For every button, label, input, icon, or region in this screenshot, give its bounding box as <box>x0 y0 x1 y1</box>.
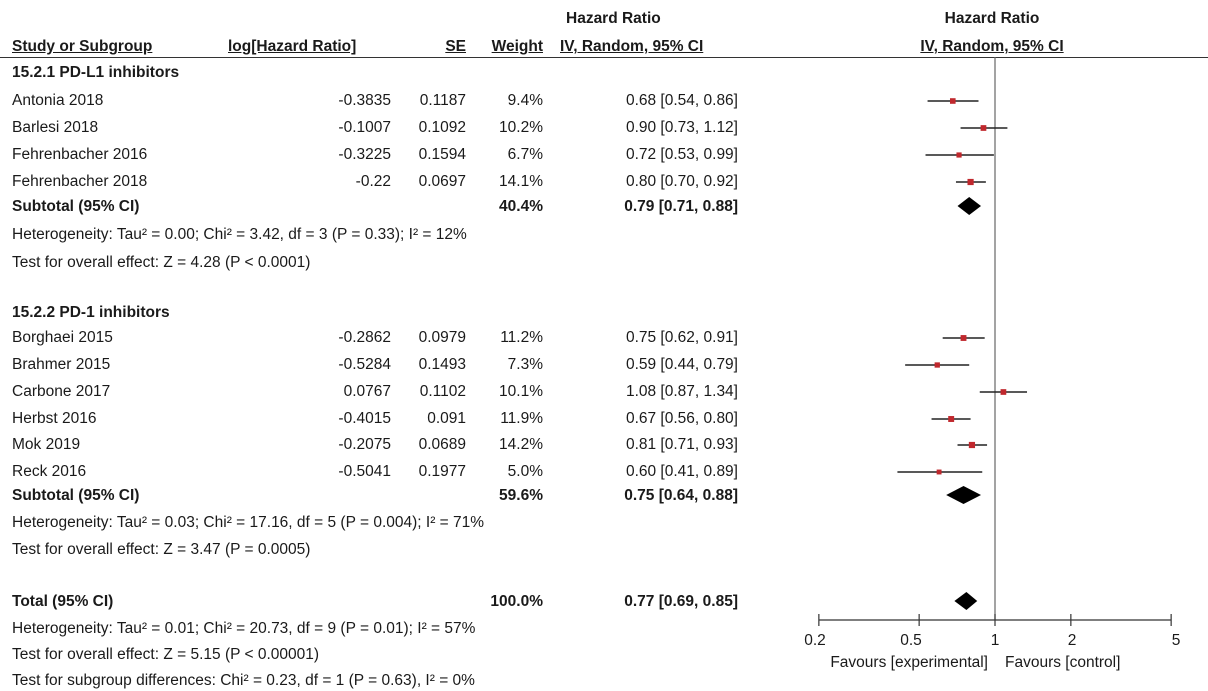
study-loghr: -0.3225 <box>338 146 391 163</box>
study-name: Mok 2019 <box>12 436 81 453</box>
favours-experimental-label: Favours [experimental] <box>830 654 988 671</box>
subtotal-diamond <box>957 197 982 215</box>
header-study: Study or Subgroup <box>12 38 153 55</box>
study-loghr: 0.0767 <box>343 383 391 400</box>
header-weight: Weight <box>491 38 543 55</box>
heterogeneity-text: Heterogeneity: Tau² = 0.00; Chi² = 3.42,… <box>12 226 467 243</box>
study-name: Carbone 2017 <box>12 383 111 400</box>
study-name: Fehrenbacher 2018 <box>12 173 148 190</box>
effect-square <box>1000 389 1007 395</box>
tick-label: 1 <box>990 632 1000 649</box>
effect-square <box>980 125 987 131</box>
header-se: SE <box>445 38 466 55</box>
study-se: 0.0979 <box>418 329 466 346</box>
effect-square <box>968 441 976 449</box>
study-name: Antonia 2018 <box>12 92 104 109</box>
tick-label: 5 <box>1171 632 1181 649</box>
study-weight: 6.7% <box>507 146 543 163</box>
total-diamond <box>954 592 978 610</box>
favours-control-label: Favours [control] <box>1005 654 1121 671</box>
header-rule <box>0 57 1208 58</box>
tick-label: 0.5 <box>900 632 922 649</box>
subtotal-label: Subtotal (95% CI) <box>12 198 140 215</box>
header-hazard-ratio: Hazard Ratio <box>566 10 661 27</box>
study-se: 0.1092 <box>418 119 466 136</box>
study-se: 0.1594 <box>418 146 466 163</box>
study-weight: 11.2% <box>500 329 543 346</box>
effect-square <box>956 152 962 158</box>
study-name: Brahmer 2015 <box>12 356 111 373</box>
study-name: Herbst 2016 <box>12 410 97 427</box>
study-se: 0.1187 <box>419 92 466 109</box>
study-weight: 10.1% <box>499 383 543 400</box>
total-ci: 0.77 [0.69, 0.85] <box>624 593 738 610</box>
study-ci: 0.75 [0.62, 0.91] <box>625 329 738 346</box>
overall-effect-text: Test for overall effect: Z = 3.47 (P = 0… <box>12 541 311 558</box>
study-ci: 0.67 [0.56, 0.80] <box>625 410 738 427</box>
study-weight: 7.3% <box>507 356 543 373</box>
study-ci: 0.90 [0.73, 1.12] <box>625 119 738 136</box>
study-weight: 9.4% <box>507 92 543 109</box>
study-se: 0.1493 <box>418 356 466 373</box>
effect-square <box>949 98 956 104</box>
total-heterogeneity-text: Heterogeneity: Tau² = 0.01; Chi² = 20.73… <box>12 620 476 637</box>
study-weight: 5.0% <box>507 463 543 480</box>
study-weight: 11.9% <box>500 410 543 427</box>
study-se: 0.0697 <box>418 173 466 190</box>
effect-square <box>936 469 942 475</box>
total-overall-effect-text: Test for overall effect: Z = 5.15 (P < 0… <box>12 646 320 663</box>
study-ci: 0.60 [0.41, 0.89] <box>625 463 738 480</box>
study-weight: 14.1% <box>499 173 543 190</box>
study-loghr: -0.3835 <box>338 92 391 109</box>
study-weight: 14.2% <box>499 436 543 453</box>
subtotal-ci: 0.75 [0.64, 0.88] <box>624 487 738 504</box>
group-title-pd1: 15.2.2 PD-1 inhibitors <box>12 304 170 321</box>
study-name: Borghaei 2015 <box>12 329 113 346</box>
total-label: Total (95% CI) <box>12 593 114 610</box>
study-ci: 0.81 [0.71, 0.93] <box>625 436 738 453</box>
subtotal-weight: 40.4% <box>499 198 543 215</box>
study-loghr: -0.2862 <box>338 329 391 346</box>
study-loghr: -0.1007 <box>338 119 391 136</box>
study-se: 0.0689 <box>418 436 466 453</box>
study-se: 0.1102 <box>419 383 466 400</box>
total-weight: 100.0% <box>490 593 543 610</box>
tick-label: 2 <box>1067 632 1077 649</box>
overall-effect-text: Test for overall effect: Z = 4.28 (P < 0… <box>12 254 311 271</box>
heterogeneity-text: Heterogeneity: Tau² = 0.03; Chi² = 17.16… <box>12 514 485 531</box>
study-ci: 0.72 [0.53, 0.99] <box>625 146 738 163</box>
study-loghr: -0.2075 <box>338 436 391 453</box>
subtotal-ci: 0.79 [0.71, 0.88] <box>624 198 738 215</box>
plot-header-method: IV, Random, 95% CI <box>920 38 1064 55</box>
group-title-pdl1: 15.2.1 PD-L1 inhibitors <box>12 64 180 81</box>
study-ci: 0.80 [0.70, 0.92] <box>625 173 738 190</box>
effect-square <box>934 362 940 368</box>
study-ci: 0.68 [0.54, 0.86] <box>625 92 738 109</box>
effect-square <box>967 178 974 186</box>
study-name: Barlesi 2018 <box>12 119 99 136</box>
study-ci: 1.08 [0.87, 1.34] <box>625 383 738 400</box>
header-loghr: log[Hazard Ratio] <box>228 38 357 55</box>
study-se: 0.1977 <box>418 463 466 480</box>
study-weight: 10.2% <box>499 119 543 136</box>
study-name: Fehrenbacher 2016 <box>12 146 148 163</box>
effect-square <box>948 416 955 422</box>
study-se: 0.091 <box>427 410 466 427</box>
study-loghr: -0.22 <box>355 173 391 190</box>
study-loghr: -0.5041 <box>338 463 391 480</box>
study-name: Reck 2016 <box>12 463 87 480</box>
study-loghr: -0.5284 <box>338 356 391 373</box>
study-loghr: -0.4015 <box>338 410 391 427</box>
subtotal-label: Subtotal (95% CI) <box>12 487 140 504</box>
subtotal-diamond <box>946 486 982 504</box>
subtotal-weight: 59.6% <box>499 487 543 504</box>
plot-header-hazard-ratio: Hazard Ratio <box>944 10 1040 27</box>
study-ci: 0.59 [0.44, 0.79] <box>625 356 738 373</box>
header-ci: IV, Random, 95% CI <box>560 38 704 55</box>
tick-label: 0.2 <box>804 632 826 649</box>
subgroup-differences-text: Test for subgroup differences: Chi² = 0.… <box>12 672 475 689</box>
effect-square <box>960 335 967 341</box>
